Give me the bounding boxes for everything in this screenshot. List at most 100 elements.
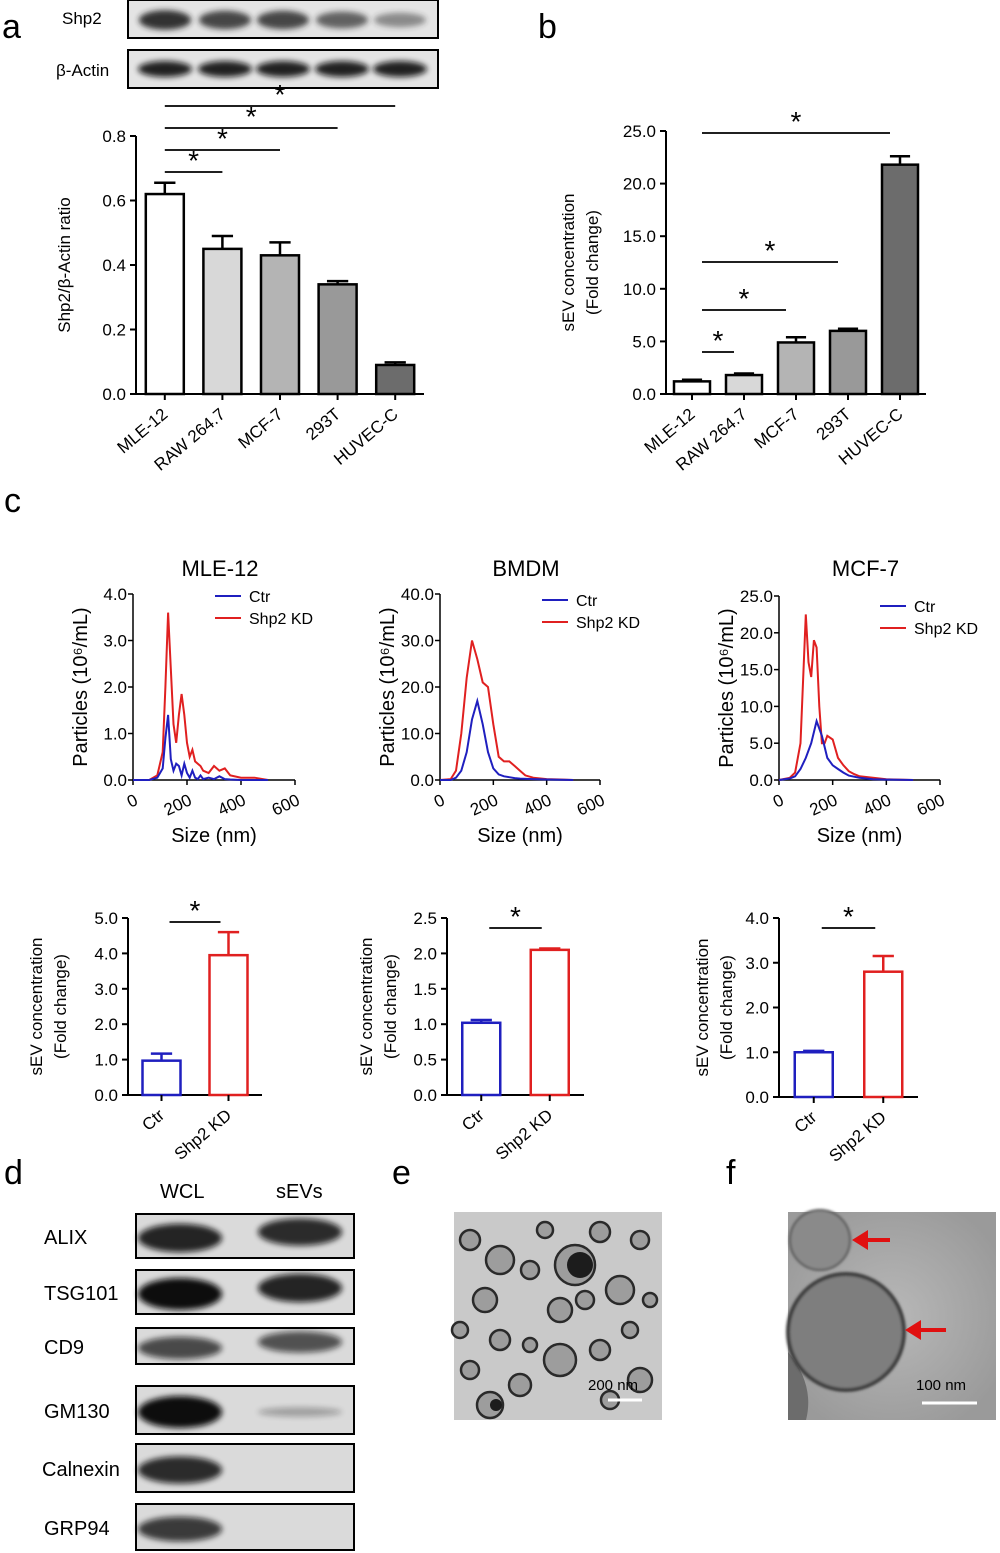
significance-star: * [713, 325, 724, 356]
y-tick-label: 20.0 [401, 678, 434, 697]
y-tick-label: 0.0 [413, 1086, 437, 1105]
bar [141, 1059, 182, 1097]
red-arrow-top [852, 1230, 890, 1250]
blot-band [257, 10, 309, 30]
legend-label: Ctr [914, 599, 936, 616]
y-tick-label: 1.0 [103, 725, 127, 744]
chart-title: BMDM [492, 556, 559, 581]
y-tick-label: 0.0 [745, 1088, 769, 1107]
blot-d-row-label: Calnexin [42, 1459, 120, 1481]
x-tick-label: 400 [860, 790, 894, 819]
y-axis-label: sEV concentration [27, 938, 46, 1076]
vesicle [574, 1289, 596, 1311]
micrograph-e: 200 nm [450, 1212, 662, 1420]
blot-band [138, 1516, 222, 1542]
blot-d-row-label: CD9 [44, 1337, 84, 1359]
y-tick-label: 0.0 [749, 771, 773, 790]
x-axis-label: Size (nm) [171, 825, 257, 847]
micrograph-f: 100 nm [786, 1209, 996, 1420]
y-tick-label: 0.0 [102, 385, 126, 404]
significance-star: * [190, 895, 201, 926]
blot-band [258, 1407, 342, 1417]
bar [880, 163, 920, 396]
y-axis-label: Particles (10⁶/mL) [377, 607, 399, 766]
x-tick-label: 400 [215, 790, 249, 819]
significance-star: * [510, 901, 521, 932]
blot-band [138, 1336, 222, 1360]
significance-star: * [765, 235, 776, 266]
series-line-ctr [133, 714, 268, 781]
series-line-ctr [440, 697, 574, 781]
blot-a-row-label: Shp2 [62, 9, 102, 28]
x-axis-label: Size (nm) [477, 825, 563, 847]
blot-band [256, 61, 310, 77]
blot-d-row-label: GRP94 [44, 1518, 110, 1540]
chart-c-bmdm-size: BMDM 0.0 10.0 20.0 30.0 40.0 0 200 400 600 Size (n… [377, 556, 640, 847]
blot-band [199, 10, 251, 30]
panel-label-b: b [538, 8, 557, 46]
vesicle-dark [490, 1399, 502, 1411]
scale-label-e: 200 nm [588, 1377, 638, 1394]
chart-c-bmdm-bars: 0.0 0.5 1.0 1.5 2.0 2.5 Ctr Shp2 KD sEV concentr… [357, 901, 584, 1164]
bar [828, 329, 868, 396]
chart-c-mcf7-size: MCF-7 0.0 5.0 10.0 15.0 20.0 25.0 0 200 400 600 Siz… [716, 556, 978, 847]
x-tick-label: HUVEC-C [330, 405, 402, 469]
x-tick-label: 600 [574, 790, 608, 819]
y-tick-label: 2.0 [745, 999, 769, 1018]
panel-label-d: d [4, 1154, 23, 1192]
series-line-shp2-kd [439, 640, 574, 781]
y-tick-label: 1.5 [413, 980, 437, 999]
y-axis-label: sEV concentration [357, 938, 376, 1076]
y-tick-label: 5.0 [632, 332, 656, 351]
vesicle [458, 1228, 482, 1252]
blot-band [138, 1456, 222, 1484]
y-tick-label: 5.0 [94, 909, 118, 928]
x-tick-label: 0 [431, 790, 448, 811]
x-tick-label: 293T [302, 405, 344, 444]
vesicle [542, 1342, 578, 1378]
x-tick-label: Ctr [791, 1107, 821, 1136]
y-tick-label: 15.0 [740, 661, 773, 680]
y-axis-label: Shp2/β-Actin ratio [55, 197, 74, 332]
series-line-shp2-kd [778, 614, 914, 781]
y-tick-label: 10.0 [401, 725, 434, 744]
bar [259, 254, 301, 396]
vesicle [588, 1220, 612, 1244]
vesicle-small [789, 1209, 851, 1271]
bar [672, 380, 712, 396]
vesicle [471, 1286, 499, 1314]
blot-band [258, 1331, 342, 1353]
y-tick-label: 3.0 [94, 980, 118, 999]
y-tick-label: 4.0 [94, 944, 118, 963]
significance-star: * [275, 79, 286, 110]
blot-band [258, 1218, 342, 1246]
vesicle [459, 1359, 481, 1381]
grid-edge-shape [788, 1352, 809, 1420]
bar [863, 970, 904, 1099]
blot-band [258, 1273, 342, 1303]
significance-star: * [739, 283, 750, 314]
panel-label-a: a [2, 8, 21, 46]
x-tick-label: 200 [807, 790, 841, 819]
y-tick-label: 0.0 [94, 1086, 118, 1105]
y-tick-label: 3.0 [745, 954, 769, 973]
y-tick-label: 0.6 [102, 192, 126, 211]
vesicle-dark [567, 1252, 593, 1278]
y-tick-label: 1.0 [745, 1043, 769, 1062]
vesicle [588, 1338, 612, 1362]
x-tick-label: Shp2 KD [825, 1108, 889, 1166]
vesicle [507, 1372, 533, 1398]
y-axis-label: sEV concentration [693, 939, 712, 1077]
bar [317, 283, 358, 396]
significance-star: * [246, 101, 257, 132]
blot-a: Shp2 β-Actin [56, 0, 439, 89]
blot-d: WCL sEVs ALIX TSG101 CD9 GM130 Calnexin GRP94 [42, 1181, 355, 1551]
blot-d-column-label: WCL [160, 1181, 204, 1203]
blot-d-row-label: ALIX [44, 1227, 87, 1249]
y-tick-label: 4.0 [745, 909, 769, 928]
bar [374, 363, 416, 396]
blot-band [316, 11, 368, 29]
blot-band [138, 1223, 222, 1253]
bar [724, 373, 764, 396]
blot-d-column-label: sEVs [276, 1181, 323, 1203]
